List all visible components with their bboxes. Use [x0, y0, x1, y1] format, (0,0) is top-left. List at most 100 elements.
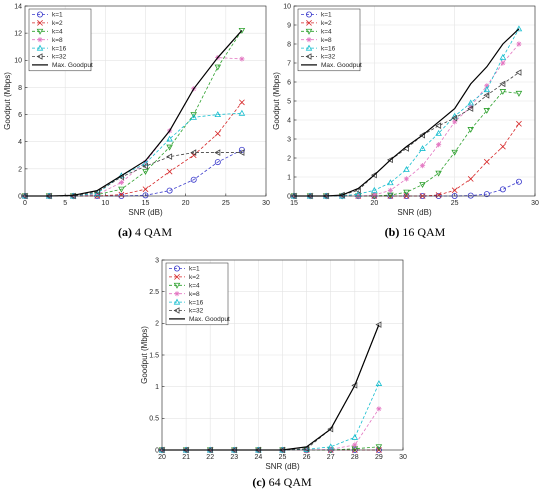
y-tick-label: 1: [155, 384, 159, 391]
data-point: [451, 114, 458, 122]
data-point: [371, 192, 377, 198]
y-tick-label: 2: [287, 155, 291, 162]
series-line: [25, 30, 243, 197]
data-point: [500, 60, 506, 66]
data-point: [515, 25, 523, 32]
legend-marker: [174, 291, 180, 297]
y-tick-label: 0: [287, 193, 291, 200]
y-tick-label: 2.5: [149, 289, 159, 296]
legend-marker: [305, 11, 312, 18]
data-point: [403, 176, 410, 182]
data-point: [467, 176, 474, 182]
series-max-goodput: [25, 30, 243, 197]
data-point: [499, 89, 507, 95]
caption-letter: (c): [252, 475, 265, 489]
legend-label: k=32: [321, 54, 336, 61]
data-point: [238, 27, 246, 34]
data-point: [515, 178, 522, 185]
data-point: [435, 122, 442, 129]
data-point: [467, 99, 475, 106]
data-point: [387, 179, 394, 186]
y-tick-label: 4: [287, 117, 291, 124]
chart-panel-3: 20 21 22 23 24 25 26 27 28 29 30 0 0.5 1 1.5 2 2.5 3 SNR (…: [140, 257, 407, 489]
x-tick-label: 10: [101, 200, 109, 207]
data-point: [499, 53, 507, 60]
data-point: [451, 149, 458, 156]
x-tick-label: 25: [451, 200, 459, 207]
data-point: [214, 64, 222, 71]
data-point: [371, 186, 378, 193]
data-point: [376, 406, 382, 412]
data-point: [214, 159, 221, 166]
legend-marker: [37, 37, 43, 43]
data-point: [403, 189, 410, 196]
caption-text: 4 QAM: [132, 225, 172, 239]
data-point: [190, 112, 197, 118]
x-tick-label: 20: [182, 200, 190, 207]
legend-marker: [174, 274, 180, 280]
legend-label: k=8: [189, 291, 200, 298]
data-point: [483, 108, 491, 114]
data-point: [190, 149, 197, 156]
y-tick-label: 0: [18, 193, 22, 200]
legend-label: Max. Goodput: [321, 62, 362, 69]
y-tick-label: 6: [287, 79, 291, 86]
legend-label: k=4: [189, 283, 200, 290]
caption-text: 64 QAM: [266, 475, 312, 489]
legend-label: k=1: [52, 12, 63, 19]
data-point: [328, 446, 334, 452]
y-tick-label: 8: [287, 41, 291, 48]
y-axis-label: Goodput (Mbps): [3, 72, 12, 130]
x-tick-label: 20: [370, 200, 378, 207]
legend-marker: [173, 298, 181, 305]
data-point: [190, 176, 197, 183]
legend-marker: [36, 28, 44, 35]
legend-label: k=2: [52, 20, 63, 27]
legend-label: k=4: [321, 29, 332, 36]
data-point: [94, 192, 100, 198]
data-point: [238, 149, 245, 156]
legend-label: k=8: [52, 37, 63, 44]
data-point: [516, 120, 522, 127]
data-point: [142, 186, 149, 193]
data-point: [467, 127, 475, 133]
data-point: [375, 380, 383, 386]
y-axis-label: Goodput (Mbps): [140, 326, 149, 384]
x-tick-label: 25: [279, 454, 287, 461]
y-tick-label: 7: [287, 60, 291, 67]
data-point: [239, 56, 245, 62]
y-tick-label: 2: [155, 321, 159, 328]
y-tick-label: 4: [18, 139, 22, 146]
y-tick-label: 12: [14, 31, 22, 38]
data-point: [451, 187, 458, 194]
chart-panel-1: 0 5 10 15 20 25 30 0 2 4 6 8 10 12 14 SNR (dB) Goodput (…: [3, 3, 270, 239]
y-tick-label: 3: [287, 136, 291, 143]
legend-label: k=2: [189, 274, 200, 281]
data-point: [452, 119, 458, 125]
x-tick-label: 29: [375, 454, 383, 461]
legend-label: Max. Goodput: [189, 316, 230, 323]
data-point: [142, 192, 149, 199]
caption-letter: (a): [118, 225, 132, 239]
data-point: [499, 80, 506, 88]
data-point: [436, 142, 442, 148]
data-point: [166, 168, 173, 175]
data-point: [118, 186, 125, 193]
legend-label: k=32: [189, 308, 204, 315]
x-tick-label: 24: [255, 454, 263, 461]
data-point: [214, 111, 222, 118]
data-point: [166, 153, 173, 160]
data-point: [499, 143, 506, 150]
data-point: [166, 135, 173, 142]
legend-label: k=32: [52, 54, 67, 61]
legend-marker: [37, 20, 43, 26]
x-tick-label: 23: [230, 454, 238, 461]
data-point: [327, 425, 334, 433]
x-tick-label: 15: [142, 200, 150, 207]
x-tick-label: 30: [399, 454, 407, 461]
data-point: [419, 131, 426, 139]
data-point: [375, 444, 383, 451]
x-tick-label: 28: [351, 454, 359, 461]
